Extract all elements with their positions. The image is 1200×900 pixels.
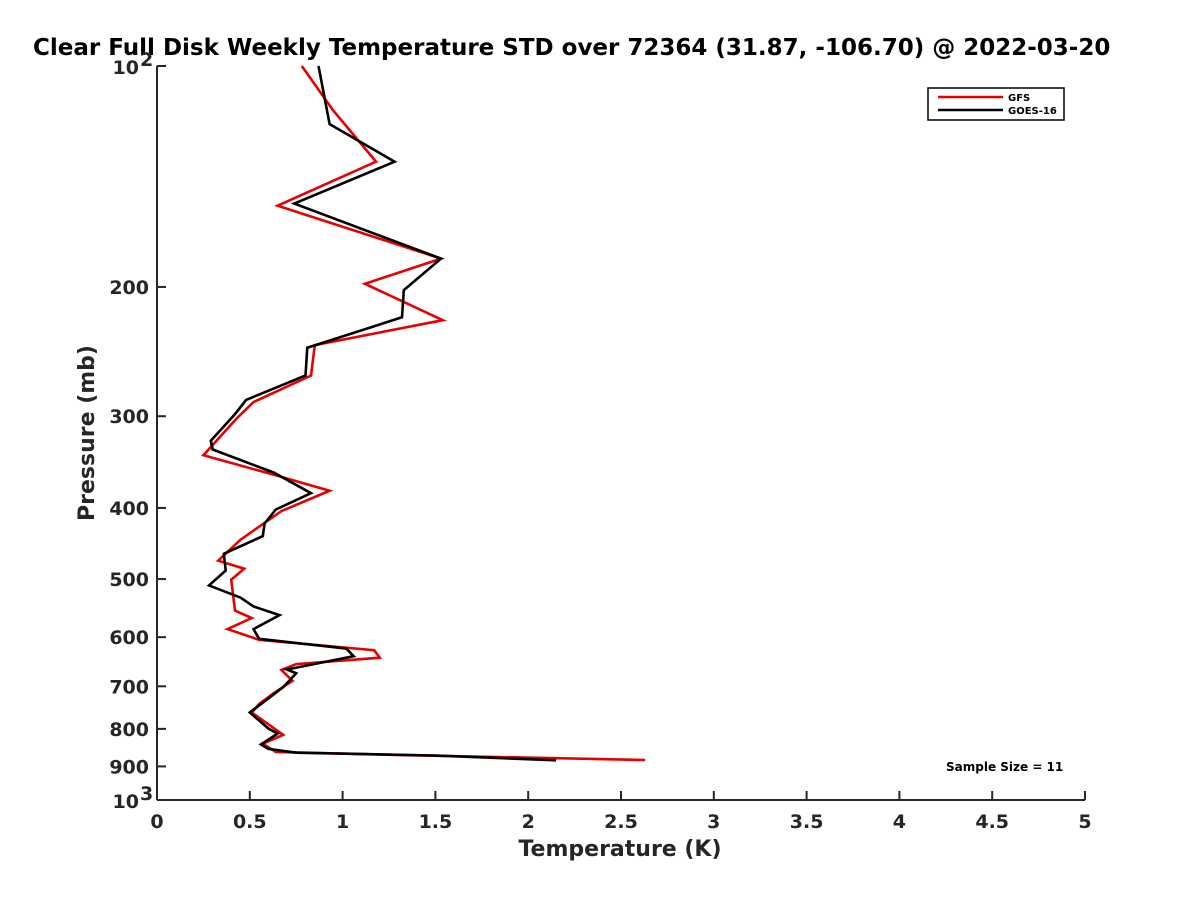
x-tick-label: 3 (707, 811, 720, 833)
y-tick-label: 900 (109, 756, 149, 778)
y-tick-label: 10 (113, 791, 139, 813)
legend-label-goes16: GOES-16 (1008, 106, 1057, 117)
x-tick-label: 1.5 (419, 811, 453, 833)
series-line-goes16 (206, 65, 557, 762)
x-tick-label: 0.5 (233, 811, 267, 833)
x-tick-label: 2.5 (604, 811, 638, 833)
plot-axes: 0 0.5 1 1.5 2 2.5 3 3.5 4 4.5 510 22003004005006007… (109, 49, 1091, 833)
y-tick-label-exponent: 3 (140, 783, 153, 805)
y-tick-label: 800 (109, 719, 149, 741)
y-tick-label: 10 (113, 57, 139, 79)
y-tick-label: 300 (109, 406, 149, 428)
x-tick-label: 1 (336, 811, 349, 833)
x-tick-label: 4 (893, 811, 906, 833)
y-tick-label: 700 (109, 676, 149, 698)
legend: GFS GOES-16 (927, 87, 1065, 121)
x-axis-label: Temperature (K) (518, 837, 721, 862)
series-line-gfs (201, 65, 646, 762)
x-tick-label: 0 (150, 811, 163, 833)
x-tick-label: 5 (1078, 811, 1091, 833)
series-layer (201, 65, 646, 762)
y-axis-label: Pressure (mb) (75, 345, 100, 521)
y-tick-label: 500 (109, 569, 149, 591)
x-tick-label: 3.5 (790, 811, 824, 833)
y-tick-label: 200 (109, 277, 149, 299)
sample-size-annotation: Sample Size = 11 (946, 760, 1063, 774)
x-tick-label: 2 (522, 811, 535, 833)
legend-box (927, 87, 1065, 121)
chart-title: Clear Full Disk Weekly Temperature STD o… (33, 35, 1110, 61)
y-tick-label-exponent: 2 (140, 49, 153, 71)
x-tick-label: 4.5 (975, 811, 1009, 833)
y-tick-label: 600 (109, 627, 149, 649)
legend-label-gfs: GFS (1008, 93, 1030, 104)
y-tick-label: 400 (109, 498, 149, 520)
